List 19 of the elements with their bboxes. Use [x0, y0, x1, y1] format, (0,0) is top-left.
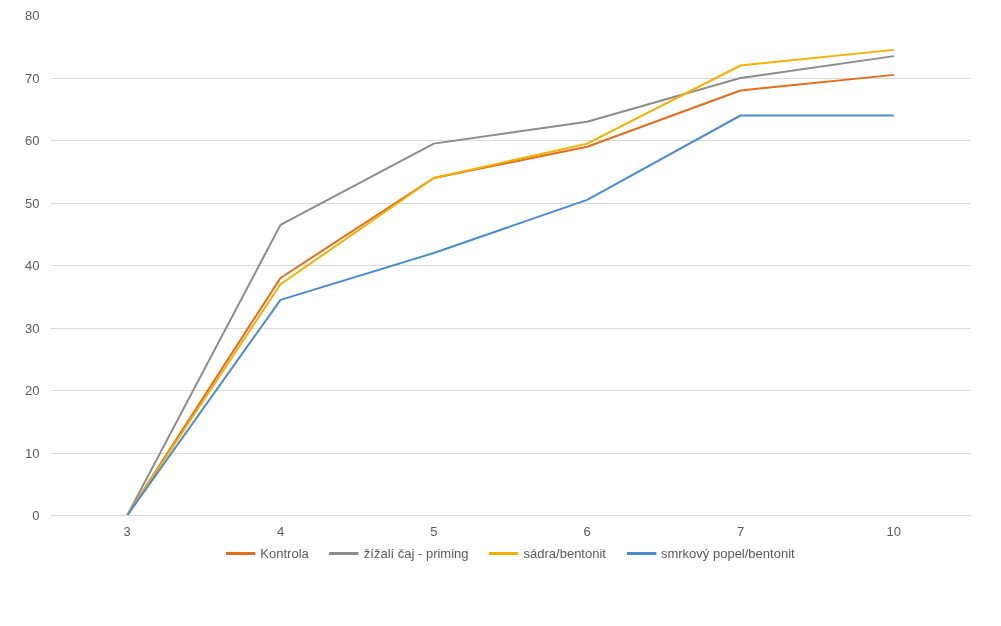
y-tick-label: 40	[25, 258, 40, 273]
y-tick-label: 50	[25, 195, 40, 211]
x-tick-label: 6	[583, 523, 591, 539]
x-tick-label: 7	[736, 523, 745, 539]
y-tick-label: 20	[25, 383, 40, 398]
y-tick-label: 80	[25, 8, 40, 23]
y-tick-label: 60	[25, 133, 40, 148]
x-tick-label: 5	[430, 523, 438, 539]
legend-label: žížalí čaj - priming	[363, 545, 469, 561]
x-tick-label: 3	[123, 523, 131, 539]
legend-label: sádra/bentonit	[523, 545, 606, 561]
y-tick-label: 70	[25, 70, 40, 86]
y-tick-label: 30	[25, 320, 40, 336]
x-tick-label: 4	[276, 523, 285, 539]
x-tick-label: 10	[886, 523, 902, 539]
legend-label: smrkový popel/bentonit	[660, 545, 795, 561]
legend-label: Kontrola	[260, 545, 309, 561]
y-tick-label: 0	[32, 508, 40, 523]
y-tick-label: 10	[25, 445, 40, 461]
